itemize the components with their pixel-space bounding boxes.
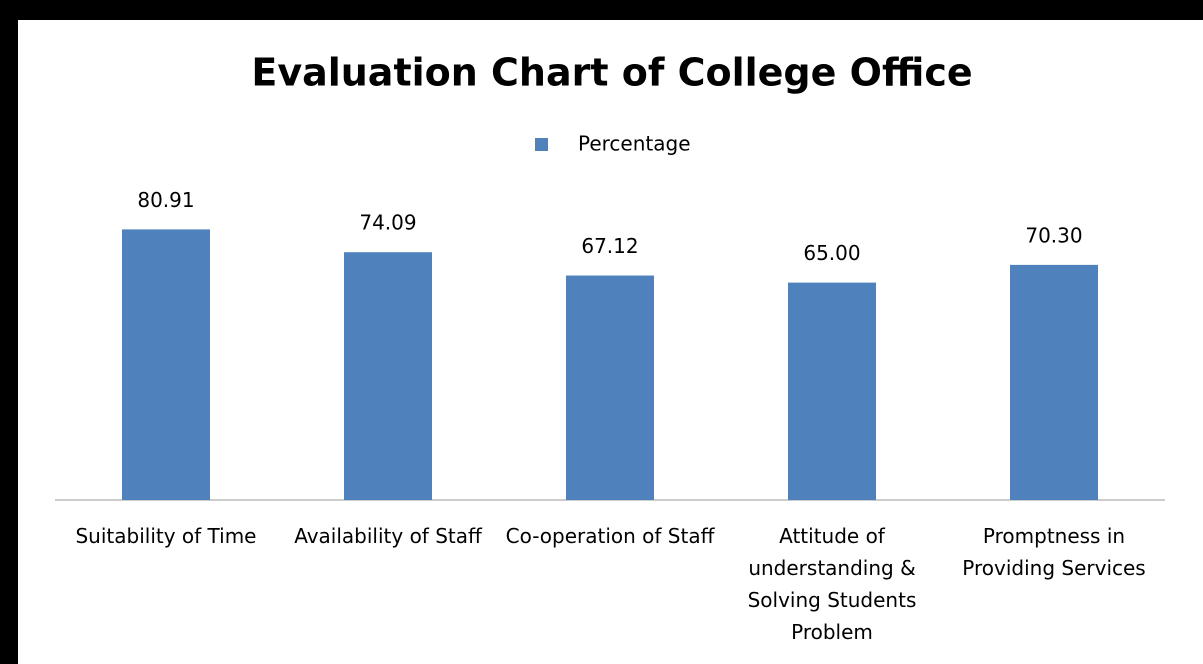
legend-label: Percentage <box>578 132 691 156</box>
bar <box>566 275 654 500</box>
x-tick-label: Promptness in Providing Services <box>962 524 1146 580</box>
x-tick-label: Suitability of Time <box>75 524 257 548</box>
chart-title: Evaluation Chart of College Office <box>251 51 972 95</box>
x-tick-label: Availability of Staff <box>294 524 482 548</box>
bar <box>344 252 432 500</box>
legend-swatch <box>535 138 548 151</box>
data-label: 67.12 <box>581 234 638 258</box>
data-label: 65.00 <box>803 241 860 265</box>
bar <box>788 282 876 500</box>
data-label: 74.09 <box>359 211 416 235</box>
bar <box>122 229 210 500</box>
data-label: 70.30 <box>1025 223 1082 247</box>
x-tick-label: Co-operation of Staff <box>505 524 715 548</box>
data-label: 80.91 <box>137 188 194 212</box>
bar <box>1010 264 1098 500</box>
x-tick-label: Attitude of understanding & Solving Stud… <box>747 524 917 644</box>
